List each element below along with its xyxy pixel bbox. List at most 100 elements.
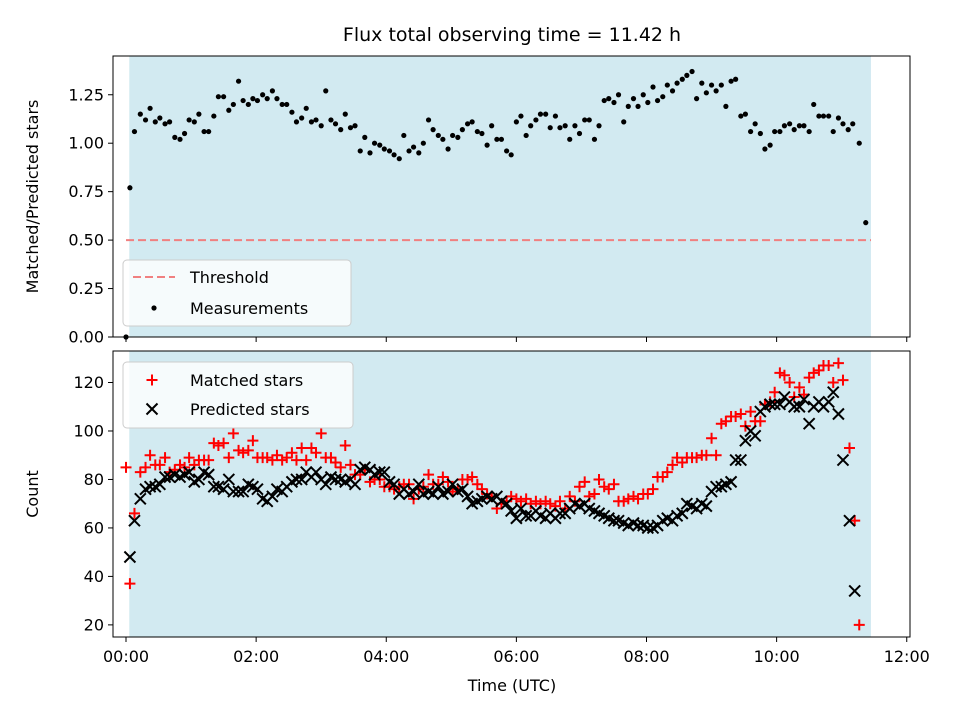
- measurement-point: [816, 113, 822, 119]
- predicted-star-point: [456, 482, 469, 496]
- predicted-star-point: [641, 521, 655, 535]
- measurement-point: [552, 113, 559, 119]
- x-tick-label: 08:00: [623, 647, 669, 666]
- matched-star-point: [144, 449, 156, 461]
- measurement-point: [435, 132, 441, 139]
- matched-star-point: [124, 578, 136, 590]
- measurement-point: [547, 125, 553, 131]
- predicted-star-point: [797, 393, 811, 406]
- measurement-point: [826, 113, 832, 119]
- measurement-point: [489, 123, 495, 129]
- matched-star-point: [849, 515, 861, 527]
- matched-star-point: [573, 481, 585, 493]
- predicted-star-point: [504, 504, 518, 518]
- measurement-point: [625, 103, 631, 109]
- measurement-point: [596, 123, 602, 129]
- matched-star-point: [745, 406, 757, 418]
- measurement-point: [615, 92, 622, 98]
- measurement-point: [796, 123, 802, 129]
- predicted-star-point: [700, 499, 713, 513]
- measurement-point: [640, 92, 646, 98]
- x-tick-label: 06:00: [493, 647, 539, 666]
- ratio-panel: 0.00 0.25 0.50 0.75 1.00 1.25 Matched/Predict…: [23, 55, 911, 347]
- measurement-point: [674, 80, 680, 86]
- y-tick-label: 0.25: [68, 279, 104, 298]
- measurement-point: [371, 140, 378, 146]
- predicted-star-point: [207, 480, 221, 493]
- measurement-point: [718, 82, 724, 88]
- predicted-star-point: [128, 514, 141, 527]
- y-tick-label: 60: [84, 518, 104, 537]
- measurement-point: [850, 121, 856, 127]
- matched-star-point: [793, 381, 805, 393]
- predicted-star-point: [763, 398, 777, 411]
- measurement-point: [172, 134, 178, 140]
- measurement-point: [430, 127, 436, 133]
- measurement-point: [206, 128, 212, 135]
- measurement-point: [660, 94, 666, 100]
- y-tick-label: 80: [84, 470, 104, 489]
- measurement-point: [328, 117, 334, 123]
- measurement-point: [201, 128, 207, 135]
- predicted-legend-swatch: [145, 402, 159, 416]
- measurement-point: [332, 121, 339, 127]
- measurement-point: [586, 117, 592, 123]
- matched-star-point: [466, 471, 478, 483]
- measurement-point: [274, 96, 280, 102]
- measurement-point: [245, 101, 251, 108]
- matched-star-point: [203, 454, 215, 466]
- predicted-star-point: [832, 407, 845, 421]
- predicted-star-point: [348, 478, 362, 491]
- measurement-point: [401, 132, 407, 139]
- predicted-star-point: [514, 502, 528, 515]
- measurement-point: [508, 152, 514, 158]
- measurement-point: [196, 111, 202, 117]
- measurement-point: [250, 96, 256, 102]
- matched-star-point: [261, 452, 273, 464]
- measurement-point: [459, 127, 465, 133]
- measurement-point: [504, 148, 510, 154]
- measurement-point: [621, 119, 627, 125]
- matched-star-point: [647, 483, 659, 495]
- matched-star-point: [632, 493, 644, 505]
- y-tick-label: 20: [84, 615, 104, 634]
- measurement-point: [728, 78, 734, 84]
- predicted-star-point: [748, 429, 762, 443]
- measurement-point: [425, 117, 432, 123]
- matched-star-point: [218, 437, 230, 449]
- predicted-star-point: [158, 470, 172, 484]
- count-legend-box: [122, 361, 354, 429]
- measurement-point: [572, 123, 578, 129]
- measurement-point: [820, 113, 827, 119]
- matched-star-point: [564, 490, 576, 502]
- matched-star-point: [593, 473, 605, 485]
- matched-star-point: [300, 454, 312, 466]
- measurement-point: [713, 88, 719, 94]
- y-tick-label: 40: [84, 567, 104, 586]
- measurement-point: [835, 115, 842, 121]
- matched-star-point: [544, 498, 556, 510]
- y-tick-label: 0.75: [68, 182, 104, 201]
- predicted-legend-label: Predicted stars: [190, 400, 310, 419]
- predicted-star-point: [251, 482, 264, 496]
- measurement-point: [131, 128, 138, 135]
- measurement-point: [567, 136, 573, 142]
- matched-star-point: [730, 410, 742, 422]
- measurement-point: [703, 90, 709, 96]
- measurement-point: [279, 101, 285, 108]
- count-legend: Matched stars Predicted stars: [122, 361, 354, 429]
- measurement-point: [679, 76, 685, 82]
- measurement-point: [650, 84, 656, 90]
- measurement-point: [289, 109, 295, 115]
- measurement-point: [381, 146, 387, 152]
- predicted-star-point: [295, 473, 308, 486]
- measurement-point: [830, 128, 836, 135]
- matched-star-point: [286, 447, 298, 459]
- predicted-star-point: [553, 507, 567, 520]
- ratio-y-axis-label: Matched/Predicted stars: [23, 100, 42, 294]
- measurement-point: [469, 119, 475, 125]
- threshold-legend-label: Threshold: [189, 268, 269, 287]
- predicted-star-point: [143, 480, 157, 493]
- measurement-point: [226, 107, 232, 113]
